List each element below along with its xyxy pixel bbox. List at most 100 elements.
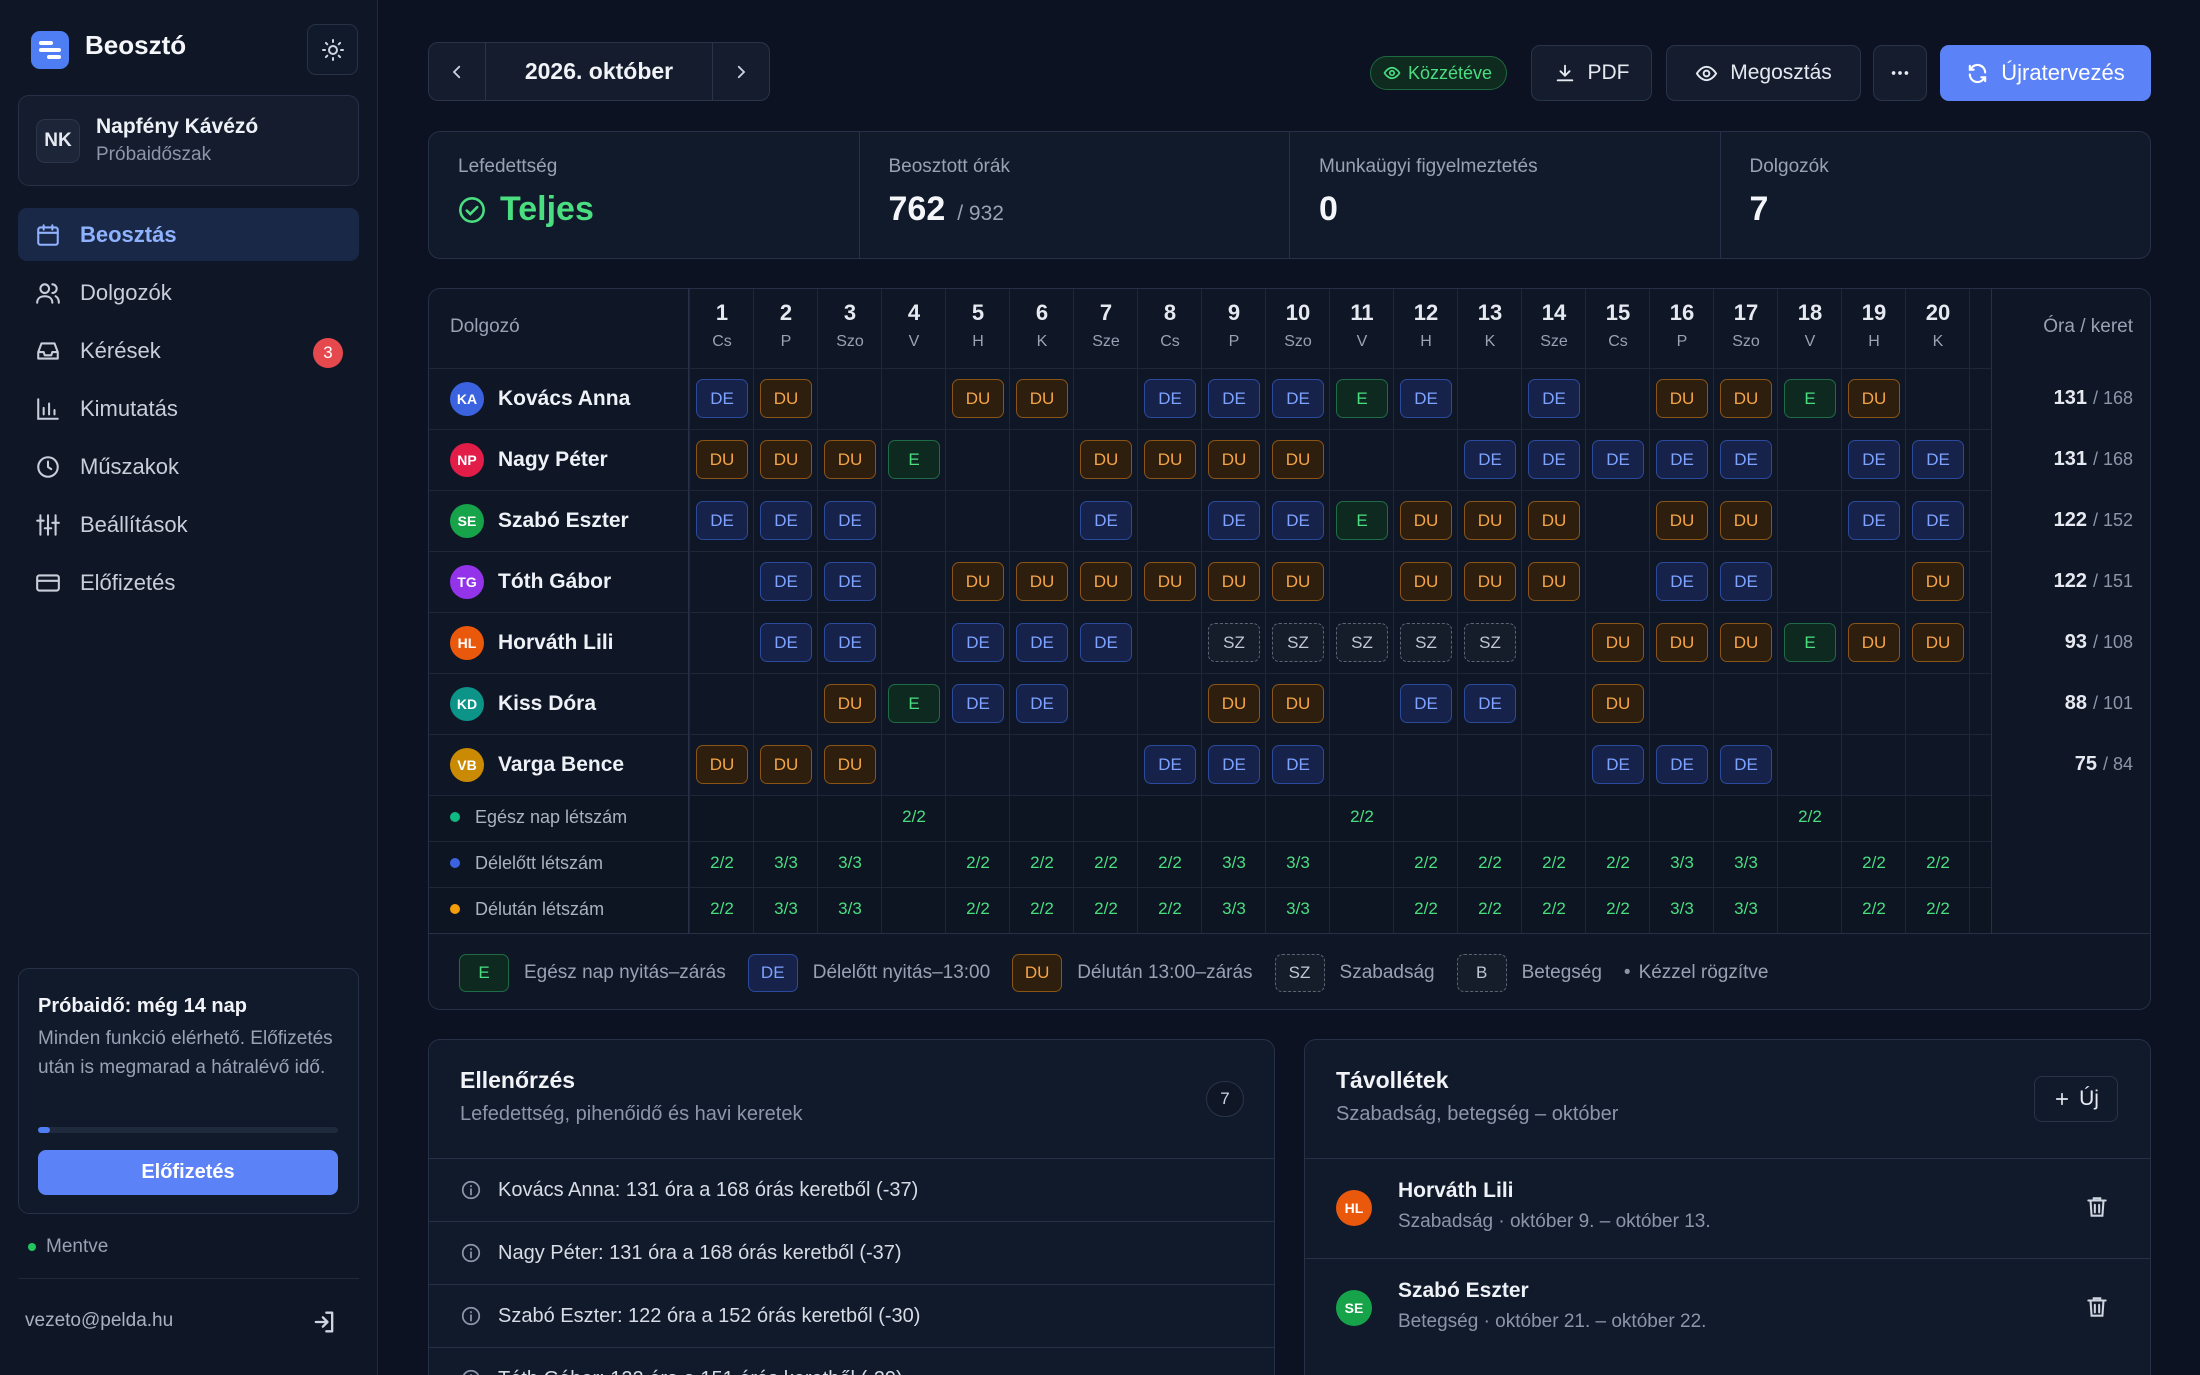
shift-chip[interactable]: DE (1144, 379, 1196, 418)
shift-chip[interactable]: DE (1464, 684, 1516, 723)
replan-button[interactable]: Újratervezés (1940, 45, 2151, 101)
shift-chip[interactable]: DU (1080, 562, 1132, 601)
current-month[interactable]: 2026. október (485, 43, 713, 100)
shift-chip[interactable]: DE (1848, 501, 1900, 540)
shift-chip[interactable]: DU (952, 562, 1004, 601)
shift-chip[interactable]: DE (760, 623, 812, 662)
shift-chip[interactable]: DE (1912, 501, 1964, 540)
employee-row[interactable]: KD Kiss Dóra (429, 673, 689, 734)
check-item[interactable]: Szabó Eszter: 122 óra a 152 órás keretbő… (460, 1285, 920, 1347)
more-options-button[interactable] (1873, 45, 1927, 101)
shift-chip[interactable]: DE (1720, 562, 1772, 601)
shift-chip[interactable]: E (1784, 379, 1836, 418)
sidebar-item-4[interactable]: Műszakok (18, 440, 359, 493)
subscribe-button[interactable]: Előfizetés (38, 1150, 338, 1195)
shift-chip[interactable]: DU (1144, 440, 1196, 479)
shift-chip[interactable]: DU (1208, 440, 1260, 479)
shift-chip[interactable]: DE (1592, 440, 1644, 479)
check-item[interactable]: Nagy Péter: 131 óra a 168 órás keretből … (460, 1222, 902, 1284)
employee-row[interactable]: SE Szabó Eszter (429, 490, 689, 551)
shift-chip[interactable]: DU (1272, 440, 1324, 479)
shift-chip[interactable]: DU (1848, 623, 1900, 662)
shift-chip[interactable]: DU (1912, 562, 1964, 601)
shift-chip[interactable]: SZ (1400, 623, 1452, 662)
shift-chip[interactable]: DE (1272, 379, 1324, 418)
shift-chip[interactable]: E (888, 684, 940, 723)
shift-chip[interactable]: E (1336, 379, 1388, 418)
shift-chip[interactable]: DU (696, 745, 748, 784)
trash-icon[interactable] (2084, 1294, 2110, 1320)
shift-chip[interactable]: E (1784, 623, 1836, 662)
absence-item[interactable]: HL Horváth Lili Szabadság · október 9. –… (1305, 1159, 2150, 1258)
employee-row[interactable]: TG Tóth Gábor (429, 551, 689, 612)
shift-chip[interactable]: E (1336, 501, 1388, 540)
shift-chip[interactable]: DU (1528, 562, 1580, 601)
sidebar-item-0[interactable]: Beosztás (18, 208, 359, 261)
employee-row[interactable]: NP Nagy Péter (429, 429, 689, 490)
shift-chip[interactable]: DE (1464, 440, 1516, 479)
shift-chip[interactable]: DU (760, 379, 812, 418)
sidebar-item-3[interactable]: Kimutatás (18, 382, 359, 435)
shift-chip[interactable]: DU (1464, 501, 1516, 540)
shift-chip[interactable]: DE (1528, 440, 1580, 479)
shift-chip[interactable]: DE (1656, 562, 1708, 601)
new-absence-button[interactable]: Új (2034, 1076, 2118, 1122)
shift-chip[interactable]: DE (760, 562, 812, 601)
shift-chip[interactable]: DU (696, 440, 748, 479)
shift-chip[interactable]: DU (1528, 501, 1580, 540)
sidebar-item-1[interactable]: Dolgozók (18, 266, 359, 319)
shift-chip[interactable]: DU (760, 745, 812, 784)
shift-chip[interactable]: DU (1208, 562, 1260, 601)
shift-chip[interactable]: DE (1720, 440, 1772, 479)
prev-month-button[interactable] (429, 43, 485, 100)
shift-chip[interactable]: DU (1400, 562, 1452, 601)
shift-chip[interactable]: DE (952, 623, 1004, 662)
shift-chip[interactable]: DE (1208, 379, 1260, 418)
shift-chip[interactable]: DE (824, 562, 876, 601)
next-month-button[interactable] (713, 43, 769, 100)
shift-chip[interactable]: DE (1720, 745, 1772, 784)
shift-chip[interactable]: DE (696, 501, 748, 540)
logout-icon[interactable] (310, 1308, 338, 1336)
shift-chip[interactable]: DE (1208, 501, 1260, 540)
sidebar-item-5[interactable]: Beállítások (18, 498, 359, 551)
shift-chip[interactable]: DU (1272, 562, 1324, 601)
shift-chip[interactable]: DE (1144, 745, 1196, 784)
shift-chip[interactable]: DU (1656, 501, 1708, 540)
shift-chip[interactable]: DE (1528, 379, 1580, 418)
shift-chip[interactable]: DU (824, 745, 876, 784)
shift-chip[interactable]: DU (1080, 440, 1132, 479)
check-item[interactable]: Tóth Gábor: 122 óra a 151 órás keretből … (460, 1348, 903, 1375)
shift-chip[interactable]: DE (824, 623, 876, 662)
shift-chip[interactable]: DU (760, 440, 812, 479)
shift-chip[interactable]: DU (1848, 379, 1900, 418)
shift-chip[interactable]: DU (1656, 623, 1708, 662)
employee-row[interactable]: KA Kovács Anna (429, 368, 689, 429)
check-item[interactable]: Kovács Anna: 131 óra a 168 órás keretből… (460, 1159, 918, 1221)
shift-chip[interactable]: DE (1016, 684, 1068, 723)
shift-chip[interactable]: DE (1272, 745, 1324, 784)
shift-chip[interactable]: DE (696, 379, 748, 418)
shift-chip[interactable]: DU (1720, 501, 1772, 540)
shift-chip[interactable]: DE (1848, 440, 1900, 479)
shift-chip[interactable]: DU (1400, 501, 1452, 540)
pdf-button[interactable]: PDF (1531, 45, 1652, 101)
shift-chip[interactable]: DE (1080, 623, 1132, 662)
shift-chip[interactable]: DE (1272, 501, 1324, 540)
shift-chip[interactable]: DU (1656, 379, 1708, 418)
shift-chip[interactable]: DU (1720, 623, 1772, 662)
shift-chip[interactable]: DU (1592, 623, 1644, 662)
shift-chip[interactable]: DE (1912, 440, 1964, 479)
theme-toggle-button[interactable] (307, 24, 358, 75)
shift-chip[interactable]: DU (1592, 684, 1644, 723)
employee-row[interactable]: HL Horváth Lili (429, 612, 689, 673)
shift-chip[interactable]: E (888, 440, 940, 479)
shift-chip[interactable]: DE (1656, 745, 1708, 784)
shift-chip[interactable]: DU (1016, 379, 1068, 418)
shift-chip[interactable]: DE (760, 501, 812, 540)
shift-chip[interactable]: DU (952, 379, 1004, 418)
shift-chip[interactable]: DU (1464, 562, 1516, 601)
shift-chip[interactable]: DU (824, 684, 876, 723)
shift-chip[interactable]: DU (1208, 684, 1260, 723)
shift-chip[interactable]: DE (1080, 501, 1132, 540)
